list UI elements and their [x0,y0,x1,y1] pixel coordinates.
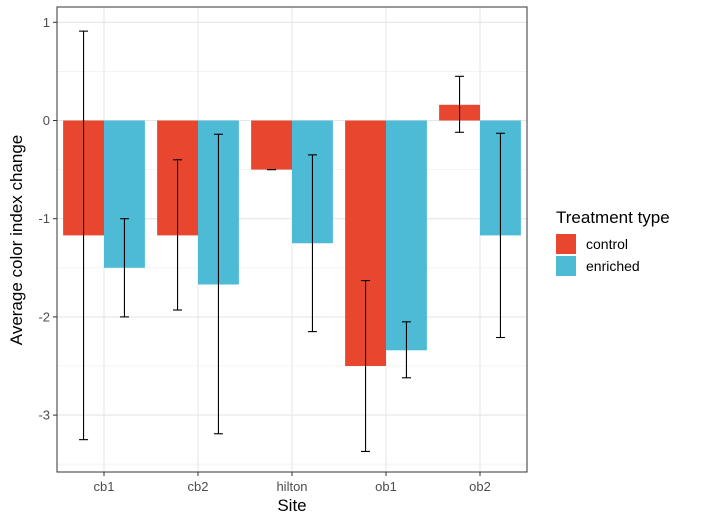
errorbar-control-ob1 [361,280,371,452]
errorbar-enriched-cb2 [213,133,223,435]
error-bars [79,30,505,452]
errorbar-enriched-ob1 [401,321,411,379]
legend-title: Treatment type [556,208,670,227]
legend-swatch-enriched [556,256,576,276]
errorbar-enriched-ob2 [495,132,505,339]
legend-swatch-control [556,234,576,254]
errorbar-control-ob2 [455,75,465,133]
y-axis: 1 0 -1 -2 -3 [38,15,57,423]
errorbar-control-cb2 [173,159,183,311]
bar-control-hilton [251,120,292,170]
y-axis-title: Average color index change [7,135,26,345]
x-tick-label: ob2 [469,479,491,494]
y-tick-label: 0 [43,113,50,128]
bar-enriched-ob1 [386,120,427,351]
x-tick-label: hilton [276,479,307,494]
errorbar-enriched-hilton [307,154,317,333]
legend-label-control: control [586,236,628,252]
x-axis: cb1 cb2 hilton ob1 ob2 [94,472,491,494]
y-tick-label: -3 [38,408,50,423]
y-tick-label: 1 [43,15,50,30]
legend: Treatment type control enriched [556,208,670,276]
errorbar-control-cb1 [79,30,89,441]
x-tick-label: ob1 [375,479,397,494]
x-tick-label: cb1 [94,479,115,494]
legend-label-enriched: enriched [586,258,640,274]
x-axis-title: Site [277,496,306,515]
errorbar-enriched-cb1 [119,218,129,318]
x-tick-label: cb2 [188,479,209,494]
y-tick-label: -1 [38,211,50,226]
y-tick-label: -2 [38,309,50,324]
